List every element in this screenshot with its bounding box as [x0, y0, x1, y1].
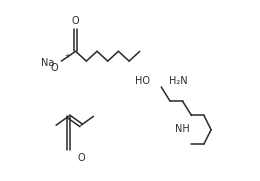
- Text: O: O: [77, 153, 85, 163]
- Text: O: O: [72, 16, 80, 26]
- Text: NH: NH: [175, 124, 190, 134]
- Text: +: +: [64, 53, 70, 59]
- Text: HO: HO: [135, 76, 151, 86]
- Text: Na: Na: [41, 58, 54, 68]
- Text: H₂N: H₂N: [169, 76, 188, 86]
- Text: O: O: [51, 63, 58, 73]
